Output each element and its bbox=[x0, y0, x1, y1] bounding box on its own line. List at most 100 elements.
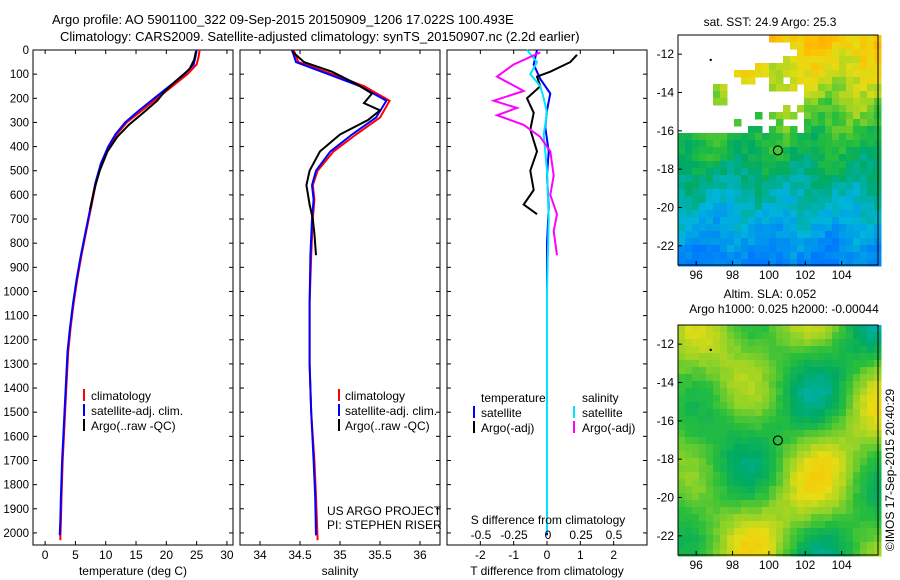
map-cell bbox=[762, 500, 770, 508]
map-cell bbox=[783, 56, 791, 64]
map-cell bbox=[783, 346, 791, 354]
map-cell bbox=[741, 507, 749, 515]
map-cell bbox=[734, 507, 742, 515]
x-axis-label: salinity bbox=[322, 564, 359, 578]
map-cell bbox=[727, 374, 735, 382]
map-cell bbox=[783, 259, 791, 267]
map-cell bbox=[741, 472, 749, 480]
map-cell bbox=[832, 182, 840, 190]
y-tick-label: 1000 bbox=[3, 286, 29, 298]
map-cell bbox=[860, 161, 868, 169]
map-cell bbox=[818, 458, 826, 466]
map-cell bbox=[790, 332, 798, 340]
timestamp: ©IMOS 17-Sep-2015 20:40:29 bbox=[883, 389, 897, 552]
map-cell bbox=[860, 154, 868, 162]
map-cell bbox=[776, 119, 784, 127]
y-tick-label: 300 bbox=[10, 117, 29, 129]
map-cell bbox=[713, 238, 721, 246]
map-cell bbox=[755, 416, 763, 424]
map-cell bbox=[783, 168, 791, 176]
map-cell bbox=[860, 105, 868, 113]
map-cell bbox=[706, 367, 714, 375]
map-cell bbox=[867, 77, 875, 85]
map-cell bbox=[748, 224, 756, 232]
map-cell bbox=[748, 493, 756, 501]
map-cell bbox=[706, 388, 714, 396]
map-cell bbox=[706, 339, 714, 347]
map-cell bbox=[727, 542, 735, 550]
map-cell bbox=[860, 360, 868, 368]
map-cell bbox=[776, 549, 784, 557]
map-cell bbox=[825, 224, 833, 232]
map-cell bbox=[832, 444, 840, 452]
map-cell bbox=[734, 458, 742, 466]
map-cell bbox=[832, 84, 840, 92]
map-cell bbox=[811, 210, 819, 218]
map-cell bbox=[790, 395, 798, 403]
map-cell bbox=[804, 56, 812, 64]
map-cell bbox=[860, 231, 868, 239]
map-cell bbox=[734, 493, 742, 501]
map-cell bbox=[860, 521, 868, 529]
map-cell bbox=[706, 325, 714, 333]
map-cell bbox=[825, 542, 833, 550]
map-cell bbox=[699, 182, 707, 190]
map-cell bbox=[685, 521, 693, 529]
map-cell bbox=[867, 325, 875, 333]
map-cell bbox=[776, 465, 784, 473]
map-cell bbox=[825, 346, 833, 354]
map-cell bbox=[713, 367, 721, 375]
map-cell bbox=[699, 252, 707, 260]
map-cell bbox=[678, 465, 686, 473]
map-cell bbox=[846, 444, 854, 452]
map-cell bbox=[699, 388, 707, 396]
map-cell bbox=[860, 217, 868, 225]
y-tick-label: 600 bbox=[10, 190, 29, 202]
map-cell bbox=[867, 91, 875, 99]
map-cell bbox=[713, 217, 721, 225]
map-cell bbox=[727, 395, 735, 403]
map-cell bbox=[867, 521, 875, 529]
map-cell bbox=[846, 189, 854, 197]
map-cell bbox=[811, 451, 819, 459]
map-cell bbox=[797, 231, 805, 239]
map-cell bbox=[846, 140, 854, 148]
map-cell bbox=[720, 479, 728, 487]
map-cell bbox=[853, 56, 861, 64]
map-cell bbox=[769, 245, 777, 253]
map-cell bbox=[832, 63, 840, 71]
map-cell bbox=[713, 521, 721, 529]
map-cell bbox=[783, 325, 791, 333]
map-cell bbox=[776, 133, 784, 141]
map-cell bbox=[804, 105, 812, 113]
map-cell bbox=[818, 339, 826, 347]
map-cell bbox=[776, 147, 784, 155]
annotation-project: US ARGO PROJECT bbox=[327, 504, 442, 518]
map-cell bbox=[811, 245, 819, 253]
map-cell bbox=[853, 63, 861, 71]
map-cell bbox=[769, 346, 777, 354]
map-cell bbox=[776, 479, 784, 487]
y-tick-label: 2000 bbox=[3, 528, 29, 540]
map-cell bbox=[699, 133, 707, 141]
map-cell bbox=[678, 507, 686, 515]
map-cell bbox=[692, 521, 700, 529]
map-cell bbox=[839, 493, 847, 501]
map-cell bbox=[832, 388, 840, 396]
map-cell bbox=[783, 238, 791, 246]
map-cell bbox=[804, 63, 812, 71]
map-cell bbox=[692, 203, 700, 211]
map-cell bbox=[692, 542, 700, 550]
map-cell bbox=[776, 458, 784, 466]
map-cell bbox=[678, 367, 686, 375]
map-cell bbox=[867, 147, 875, 155]
map-cell bbox=[678, 430, 686, 438]
map-cell bbox=[846, 472, 854, 480]
map-cell bbox=[769, 542, 777, 550]
map-cell bbox=[811, 203, 819, 211]
map-cell bbox=[741, 549, 749, 557]
map-cell bbox=[734, 423, 742, 431]
map-cell bbox=[762, 339, 770, 347]
temperature-panel: 0100200300400500600700800900100011001200… bbox=[3, 45, 234, 578]
map-cell bbox=[839, 196, 847, 204]
